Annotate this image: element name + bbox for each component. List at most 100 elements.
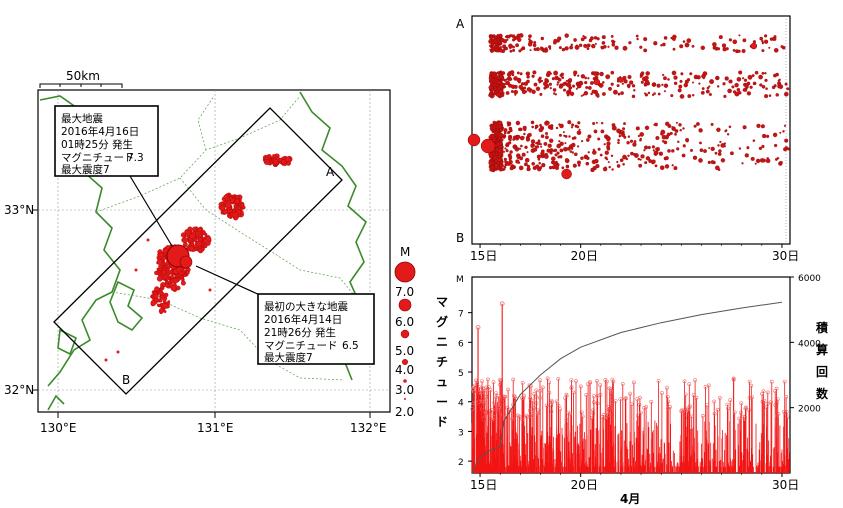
spacetime-point: [738, 147, 742, 150]
spacetime-point: [601, 41, 606, 45]
magnitude-bar-tip: [579, 410, 584, 415]
spacetime-point: [741, 48, 746, 53]
spacetime-point: [776, 156, 780, 160]
spacetime-point: [741, 162, 744, 165]
spacetime-point: [632, 142, 637, 147]
spacetime-point: [501, 71, 506, 75]
spacetime-point: [508, 160, 513, 165]
spacetime-point: [578, 84, 582, 89]
spacetime-point: [506, 121, 510, 125]
spacetime-point: [561, 168, 572, 180]
epicenter-dot: [159, 299, 163, 303]
spacetime-point: [663, 76, 667, 81]
spacetime-point: [510, 89, 514, 93]
spacetime-point: [763, 34, 768, 38]
lat-label-32: 32°N: [4, 383, 34, 397]
spacetime-point: [521, 89, 527, 95]
epicenter-dot: [150, 299, 157, 306]
lon-label-132: 132°E: [350, 421, 387, 435]
spacetime-point: [587, 151, 590, 154]
spacetime-point: [714, 151, 718, 155]
spacetime-point: [524, 157, 530, 163]
spacetime-point: [606, 141, 611, 146]
epicenter-dot: [157, 272, 162, 276]
spacetime-point: [691, 44, 695, 48]
spacetime-point: [542, 81, 548, 87]
magnitude-bar-tip: [712, 411, 717, 416]
epicenter-dot: [238, 203, 241, 206]
spacetime-point: [497, 148, 503, 153]
magnitude-bar-tip: [681, 408, 686, 413]
spacetime-point: [539, 123, 542, 127]
spacetime-point: [689, 72, 693, 76]
spacetime-point: [496, 124, 499, 127]
spacetime-point: [536, 141, 541, 146]
spacetime-point: [523, 86, 527, 90]
spacetime-point: [644, 93, 649, 97]
spacetime-point: [752, 139, 756, 143]
spacetime-point: [586, 47, 590, 50]
spacetime-point: [699, 148, 704, 153]
magnitude-x-tick-label: 30日: [772, 478, 799, 492]
spacetime-point: [661, 140, 665, 143]
spacetime-point: [651, 145, 656, 149]
spacetime-point: [540, 145, 543, 148]
spacetime-points: [467, 33, 790, 180]
spacetime-point: [546, 121, 550, 125]
cumulative-count-line: [471, 301, 782, 474]
spacetime-point: [676, 147, 680, 151]
spacetime-point: [675, 121, 678, 124]
spacetime-point: [744, 153, 749, 158]
spacetime-point: [667, 124, 672, 128]
magnitude-bars: [470, 301, 790, 473]
spacetime-point: [617, 141, 620, 145]
spacetime-x-tick-label: 15日: [470, 249, 497, 263]
spacetime-point: [721, 43, 727, 48]
spacetime-point: [771, 85, 776, 90]
spacetime-point: [535, 145, 540, 149]
spacetime-point: [564, 142, 567, 145]
spacetime-point: [498, 132, 504, 138]
spacetime-point: [511, 38, 516, 42]
spacetime-point: [547, 143, 552, 148]
spacetime-point: [566, 93, 570, 97]
spacetime-point: [605, 158, 609, 161]
spacetime-point: [727, 88, 732, 94]
spacetime-point: [613, 40, 616, 43]
spacetime-point: [633, 89, 636, 92]
spacetime-point: [494, 163, 497, 166]
spacetime-point: [503, 136, 506, 139]
spacetime-point: [663, 83, 669, 88]
spacetime-point: [490, 80, 494, 83]
epicenter-dot: [202, 240, 206, 244]
spacetime-point: [716, 127, 721, 133]
epicenter-dot: [273, 159, 279, 165]
magnitude-bar-tip: [488, 388, 493, 393]
spacetime-point: [527, 42, 533, 47]
spacetime-point: [583, 43, 588, 48]
magnitude-y-ticks: 2 3 4 5 6 7: [458, 310, 472, 468]
spacetime-point: [491, 49, 495, 53]
cumulative-y-label: 積算回数: [815, 320, 829, 401]
spacetime-point: [561, 166, 565, 170]
spacetime-point: [645, 71, 650, 76]
spacetime-point: [780, 45, 784, 49]
spacetime-point: [699, 141, 702, 145]
spacetime-point: [513, 89, 519, 95]
annotation-largest: 最大地震 2016年4月16日 01時25分 発生 マグニチュード 7.3 最大…: [54, 105, 159, 177]
spacetime-point: [578, 43, 583, 48]
magnitude-bar-tip: [665, 385, 669, 390]
cumulative-y-ticks: 2000 4000 6000: [790, 274, 821, 415]
spacetime-point: [606, 137, 611, 142]
spacetime-point: [746, 146, 750, 150]
epicenter-dot: [188, 245, 195, 252]
spacetime-point: [593, 129, 598, 134]
spacetime-point: [653, 92, 656, 95]
spacetime-point: [629, 139, 634, 143]
annotation-first-intensity: 最大震度7: [264, 351, 313, 364]
epicenter-dot: [182, 237, 188, 243]
spacetime-point: [684, 42, 690, 48]
scale-label: 50km: [66, 69, 100, 83]
spacetime-point: [525, 137, 531, 142]
spacetime-point: [700, 45, 706, 51]
